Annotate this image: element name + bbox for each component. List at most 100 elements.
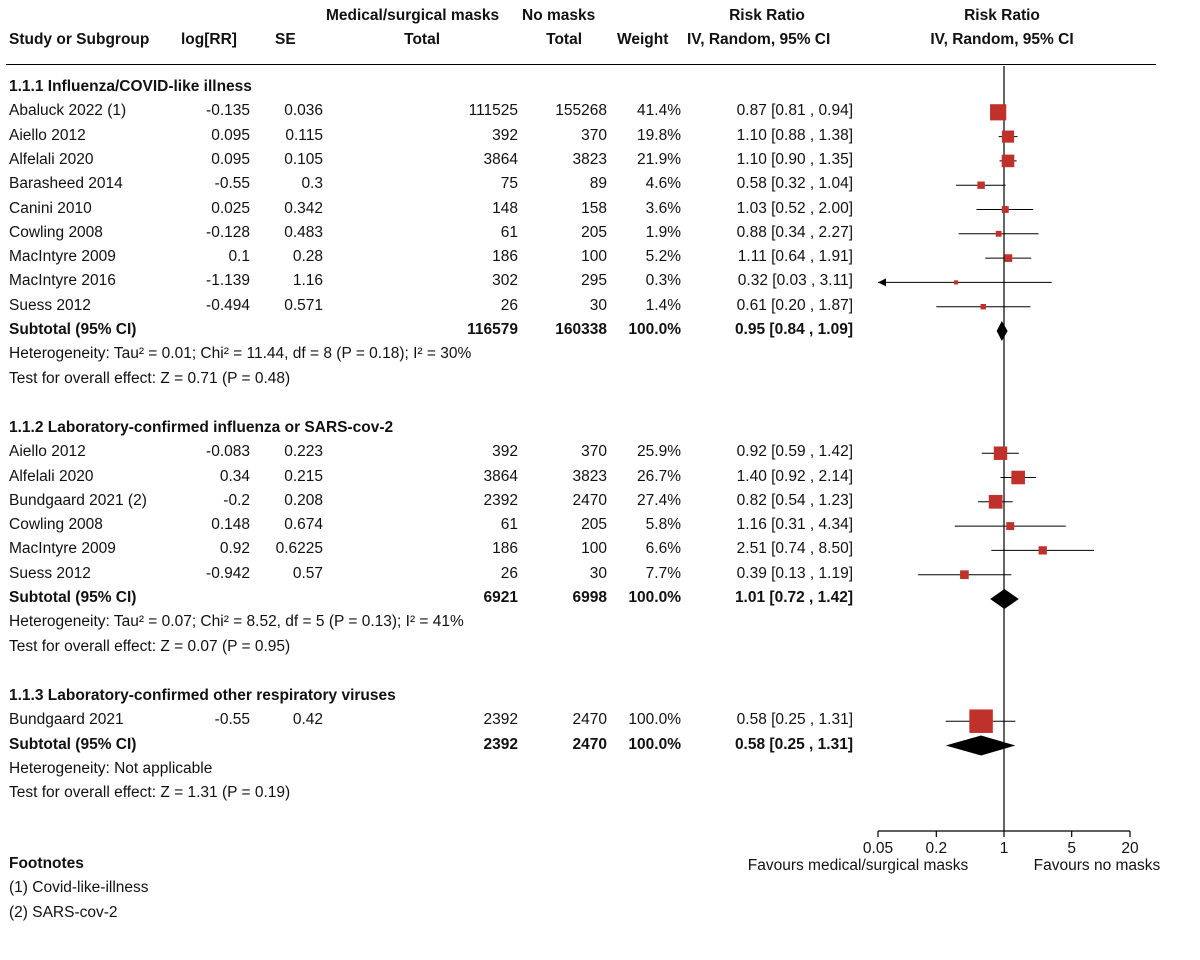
study-total-masks: 2392 (483, 491, 518, 509)
study-ci: 1.40 [0.92 , 2.14] (736, 467, 853, 485)
study-weight: 5.2% (645, 248, 681, 266)
study-se: 0.3 (301, 175, 323, 193)
study-se: 0.223 (284, 443, 323, 461)
study-total-no-masks: 370 (581, 443, 607, 461)
study-total-masks: 302 (492, 272, 518, 290)
study-total-no-masks: 100 (581, 248, 607, 266)
subtotal-total-masks: 2392 (483, 735, 518, 753)
study-ci: 0.82 [0.54 , 1.23] (736, 491, 853, 509)
study-se: 0.342 (284, 199, 323, 217)
study-se: 0.483 (284, 223, 323, 241)
favours-left-label: Favours medical/surgical masks (748, 857, 969, 874)
study-total-no-masks: 30 (589, 564, 607, 582)
subtotal-ci: 0.58 [0.25 , 1.31] (734, 735, 853, 753)
header-se: SE (275, 31, 296, 48)
study-total-no-masks: 2470 (572, 711, 607, 729)
study-total-masks: 148 (492, 199, 518, 217)
x-tick-label: 5 (1067, 840, 1076, 857)
favours-right-label: Favours no masks (1034, 857, 1161, 874)
study-logrr: 0.095 (211, 126, 250, 144)
study-marker (1006, 522, 1015, 531)
study-total-masks: 2392 (483, 711, 518, 729)
study-total-masks: 3864 (483, 467, 518, 485)
study-ci: 1.10 [0.90 , 1.35] (736, 150, 853, 168)
study-marker (977, 181, 985, 189)
study-logrr: 0.095 (211, 150, 250, 168)
subtotal-weight: 100.0% (628, 589, 681, 606)
study-weight: 41.4% (637, 102, 681, 120)
study-total-masks: 186 (492, 540, 518, 558)
study-se: 1.16 (292, 272, 323, 290)
study-weight: 1.4% (645, 296, 681, 314)
study-se: 0.208 (284, 491, 323, 509)
header-logrr: log[RR] (181, 31, 237, 48)
study-logrr: 0.1 (228, 248, 250, 266)
header-total1: Total (404, 31, 440, 48)
study-ci: 0.32 [0.03 , 3.11] (737, 272, 853, 290)
study-weight: 19.8% (637, 126, 681, 144)
study-total-no-masks: 100 (581, 540, 607, 558)
study-weight: 21.9% (637, 150, 681, 168)
study-name: Aiello 2012 (9, 443, 86, 461)
subgroup-title: 1.1.3 Laboratory-confirmed other respira… (9, 686, 396, 704)
study-name: Alfelali 2020 (9, 150, 94, 168)
footnote-2: (2) SARS-cov-2 (9, 904, 118, 921)
subtotal-total-no-masks: 6998 (572, 589, 607, 606)
overall-effect-text: Test for overall effect: Z = 0.07 (P = 0… (9, 637, 291, 655)
header-study: Study or Subgroup (9, 31, 150, 48)
study-se: 0.215 (284, 467, 323, 485)
study-ci: 1.16 [0.31 , 4.34] (736, 516, 853, 534)
study-se: 0.42 (292, 711, 323, 729)
study-marker (1001, 206, 1009, 213)
study-logrr: 0.34 (219, 467, 250, 485)
subtotal-label: Subtotal (95% CI) (9, 735, 137, 753)
study-ci: 0.39 [0.13 , 1.19] (736, 564, 853, 582)
x-tick-label: 0.2 (926, 840, 948, 857)
study-total-no-masks: 3823 (572, 150, 607, 168)
study-logrr: 0.025 (211, 199, 250, 217)
study-weight: 3.6% (645, 199, 681, 217)
subgroup-title: 1.1.2 Laboratory-confirmed influenza or … (9, 418, 394, 436)
header-group1: Medical/surgical masks (326, 7, 500, 24)
study-logrr: -0.494 (206, 296, 250, 314)
study-marker (1011, 470, 1025, 485)
study-weight: 100.0% (628, 711, 681, 729)
study-weight: 5.8% (645, 516, 681, 534)
study-name: Bundgaard 2021 (2) (9, 491, 147, 509)
study-weight: 1.9% (645, 223, 681, 241)
study-ci: 0.61 [0.20 , 1.87] (736, 296, 853, 314)
study-weight: 26.7% (637, 467, 681, 485)
study-total-masks: 111525 (468, 102, 518, 120)
study-marker (990, 104, 1007, 121)
study-marker (988, 494, 1003, 509)
study-total-no-masks: 3823 (572, 467, 607, 485)
study-total-masks: 26 (500, 296, 518, 314)
study-total-no-masks: 2470 (572, 491, 607, 509)
study-weight: 0.3% (645, 272, 681, 290)
heterogeneity-text: Heterogeneity: Tau² = 0.07; Chi² = 8.52,… (9, 613, 464, 631)
study-total-no-masks: 205 (581, 516, 607, 534)
study-total-no-masks: 30 (589, 296, 607, 314)
study-total-masks: 186 (492, 248, 518, 266)
subtotal-weight: 100.0% (628, 735, 681, 753)
study-weight: 6.6% (645, 540, 681, 558)
heterogeneity-text: Heterogeneity: Not applicable (9, 759, 213, 777)
subgroup-title: 1.1.1 Influenza/COVID-like illness (9, 78, 252, 95)
header-rr-top: Risk Ratio (729, 7, 805, 24)
study-marker (954, 280, 959, 285)
study-logrr: -0.942 (206, 564, 250, 582)
study-ci: 1.10 [0.88 , 1.38] (736, 126, 853, 144)
x-tick-label: 20 (1121, 840, 1139, 857)
study-ci: 1.03 [0.52 , 2.00] (736, 199, 853, 217)
study-total-no-masks: 158 (581, 199, 607, 217)
study-weight: 4.6% (645, 175, 681, 193)
study-logrr: -0.128 (206, 223, 250, 241)
study-total-masks: 392 (492, 126, 518, 144)
study-weight: 7.7% (645, 564, 681, 582)
study-ci: 2.51 [0.74 , 8.50] (736, 540, 853, 558)
x-tick-label: 0.05 (863, 840, 893, 857)
study-total-no-masks: 155268 (555, 102, 607, 120)
study-total-masks: 26 (500, 564, 518, 582)
study-total-no-masks: 370 (581, 126, 607, 144)
